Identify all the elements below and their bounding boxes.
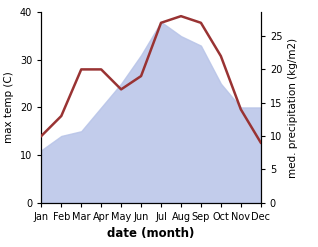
Y-axis label: max temp (C): max temp (C) (4, 72, 14, 143)
Y-axis label: med. precipitation (kg/m2): med. precipitation (kg/m2) (288, 37, 298, 178)
X-axis label: date (month): date (month) (107, 227, 195, 240)
